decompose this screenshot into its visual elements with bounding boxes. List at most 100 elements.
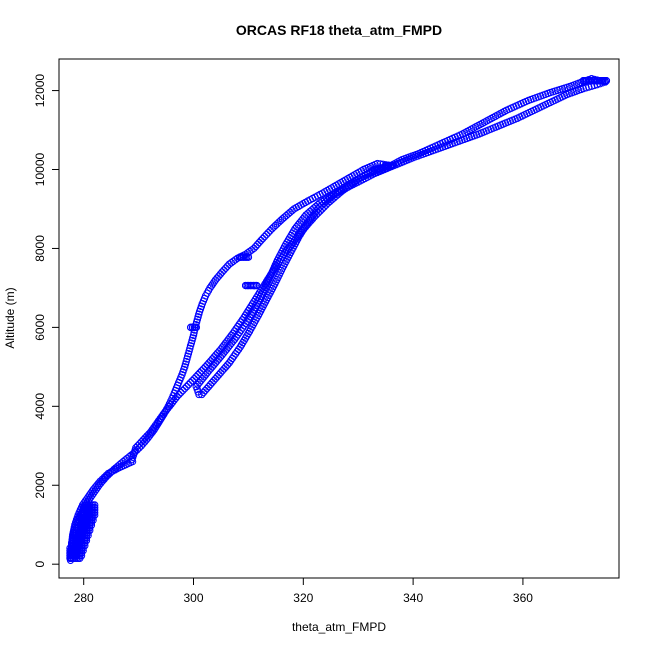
data-point xyxy=(102,471,111,480)
data-point xyxy=(206,380,215,389)
data-point xyxy=(314,209,322,217)
data-point xyxy=(90,508,99,517)
data-point xyxy=(223,361,232,369)
data-point xyxy=(82,536,91,545)
data-point xyxy=(189,331,198,339)
data-point xyxy=(215,272,223,280)
data-point xyxy=(215,371,223,379)
data-point xyxy=(137,438,146,446)
data-point xyxy=(324,199,332,207)
data-point xyxy=(194,380,202,389)
data-point xyxy=(203,384,211,393)
data-point xyxy=(253,240,262,249)
data-point xyxy=(388,161,396,170)
data-point xyxy=(316,207,324,215)
data-point xyxy=(143,432,151,440)
data-point xyxy=(90,501,99,509)
y-tick-label: 10000 xyxy=(33,153,47,187)
data-point xyxy=(135,440,144,448)
data-point xyxy=(86,526,94,535)
data-point xyxy=(203,361,211,369)
data-point xyxy=(373,159,382,168)
data-point xyxy=(182,382,191,391)
data-point xyxy=(264,228,272,237)
data-point xyxy=(87,521,96,529)
data-point xyxy=(255,238,263,247)
data-point xyxy=(195,390,203,399)
data-point xyxy=(139,436,147,444)
x-tick-label: 340 xyxy=(403,591,423,605)
data-point xyxy=(184,380,193,389)
data-point xyxy=(194,371,202,379)
data-point xyxy=(213,373,221,381)
data-point xyxy=(146,428,155,436)
data-point xyxy=(90,503,99,512)
x-tick-label: 320 xyxy=(293,591,313,605)
data-point xyxy=(197,367,206,375)
data-point xyxy=(104,469,113,478)
data-point xyxy=(177,388,185,397)
data-point xyxy=(181,384,189,393)
data-point xyxy=(258,234,267,243)
data-point xyxy=(322,201,330,209)
x-tick-label: 300 xyxy=(183,591,203,605)
data-point xyxy=(262,230,271,239)
data-point xyxy=(192,323,200,332)
y-tick-label: 6000 xyxy=(33,314,47,341)
data-point xyxy=(220,365,228,373)
data-point xyxy=(90,511,99,519)
data-point xyxy=(216,369,225,377)
data-point xyxy=(90,506,99,514)
data-point xyxy=(196,369,204,377)
data-point xyxy=(602,77,611,85)
data-point xyxy=(188,376,197,385)
data-point xyxy=(223,262,232,270)
data-point xyxy=(79,546,87,555)
y-axis: 0 2000 4000 6000 8000 10000 12000 xyxy=(33,74,59,568)
data-point xyxy=(208,378,216,387)
data-point xyxy=(222,363,230,371)
data-point xyxy=(77,552,86,560)
data-point xyxy=(190,374,198,383)
data-point xyxy=(218,367,227,375)
data-point xyxy=(201,363,210,371)
data-point xyxy=(257,236,265,245)
data-point xyxy=(201,386,209,395)
x-axis: 280 300 320 340 360 xyxy=(74,578,533,605)
data-point xyxy=(89,516,97,524)
data-point xyxy=(100,473,108,482)
data-point xyxy=(244,253,253,261)
data-point xyxy=(179,386,187,395)
data-point xyxy=(186,378,195,387)
x-tick-label: 360 xyxy=(513,591,533,605)
data-point xyxy=(216,270,225,278)
data-point xyxy=(312,211,320,219)
y-tick-label: 8000 xyxy=(33,235,47,262)
y-tick-label: 12000 xyxy=(33,74,47,108)
data-point xyxy=(251,242,260,251)
data-point xyxy=(220,266,228,274)
y-tick-label: 2000 xyxy=(33,472,47,499)
y-axis-label: Altitude (m) xyxy=(3,287,17,348)
data-point xyxy=(252,281,261,290)
y-tick-label: 4000 xyxy=(33,393,47,420)
x-axis-label: theta_atm_FMPD xyxy=(292,620,386,634)
data-point xyxy=(98,475,106,484)
data-points xyxy=(66,75,611,564)
data-point xyxy=(141,434,149,442)
data-point xyxy=(204,382,213,391)
chart-title: ORCAS RF18 theta_atm_FMPD xyxy=(236,22,442,38)
data-point xyxy=(260,232,269,241)
data-point xyxy=(218,268,226,276)
data-point xyxy=(81,541,89,550)
data-point xyxy=(210,376,218,385)
data-point xyxy=(199,365,208,373)
data-point xyxy=(192,373,200,381)
data-point xyxy=(211,374,220,383)
data-point xyxy=(145,430,153,438)
data-point xyxy=(318,205,326,213)
data-point xyxy=(84,531,92,540)
data-point xyxy=(320,203,328,211)
